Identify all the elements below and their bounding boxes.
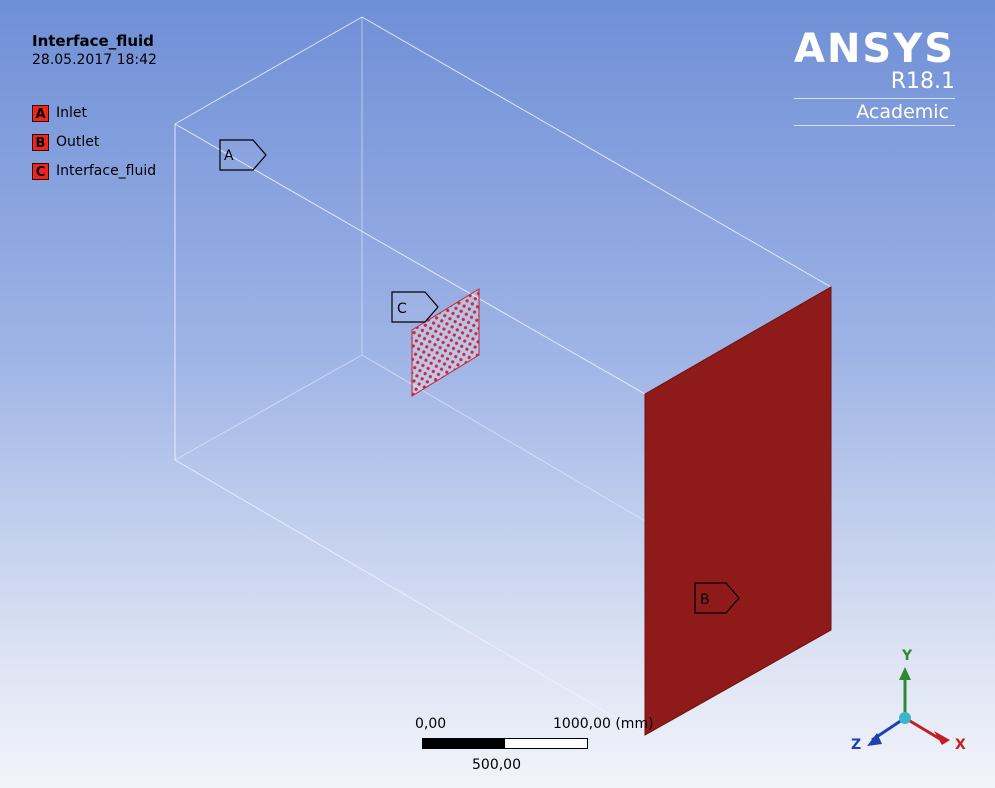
marker-b-label: B: [700, 592, 710, 608]
named-selection-legend: A Inlet B Outlet C Interface_fluid: [32, 103, 156, 190]
legend-key-a: A: [32, 104, 49, 122]
logo-name: ANSYS: [793, 26, 955, 72]
scale-bar-black: [423, 739, 505, 748]
marker-c-label: C: [397, 301, 407, 317]
scale-bar-white: [505, 739, 587, 748]
legend-key-b: B: [32, 133, 49, 151]
legend-item-inlet[interactable]: A Inlet: [32, 103, 156, 123]
logo-edition: Academic: [793, 98, 955, 126]
marker-a[interactable]: A: [219, 139, 267, 171]
box-edge: [174, 16, 363, 125]
scale-right-label: 1000,00 (mm): [553, 716, 654, 732]
marker-b[interactable]: B: [694, 582, 740, 614]
legend-label-inlet: Inlet: [56, 105, 87, 121]
legend-label-outlet: Outlet: [56, 134, 100, 150]
outlet-face[interactable]: [644, 286, 832, 736]
box-edge: [361, 16, 832, 288]
legend-item-interface-fluid[interactable]: C Interface_fluid: [32, 161, 156, 181]
interface-fluid-mesh[interactable]: [411, 288, 480, 397]
model-title: Interface_fluid: [32, 32, 154, 50]
legend-item-outlet[interactable]: B Outlet: [32, 132, 156, 152]
z-axis-label: Z: [851, 737, 862, 753]
marker-a-label: A: [224, 148, 234, 164]
triad-origin: [899, 712, 911, 724]
legend-key-c: C: [32, 162, 49, 180]
scale-middle-label: 500,00: [472, 757, 521, 773]
model-datetime: 28.05.2017 18:42: [32, 52, 157, 68]
box-edge: [174, 354, 363, 461]
logo-version: R18.1: [890, 69, 955, 94]
ansys-logo: ANSYS R18.1 Academic: [793, 26, 955, 126]
y-axis-label: Y: [902, 648, 913, 664]
y-axis-arrow: [899, 667, 911, 680]
coordinate-triad[interactable]: [867, 667, 950, 746]
scale-bar: [422, 738, 588, 749]
x-axis-label: X: [955, 737, 966, 753]
scale-left-label: 0,00: [415, 716, 447, 732]
x-axis-line: [904, 716, 941, 741]
z-axis-arrow: [867, 733, 882, 746]
marker-c[interactable]: C: [391, 291, 439, 323]
box-edge: [174, 459, 646, 736]
x-axis-arrow: [934, 731, 950, 745]
title-block: Interface_fluid 28.05.2017 18:42: [32, 32, 157, 69]
legend-label-interface-fluid: Interface_fluid: [56, 163, 157, 179]
